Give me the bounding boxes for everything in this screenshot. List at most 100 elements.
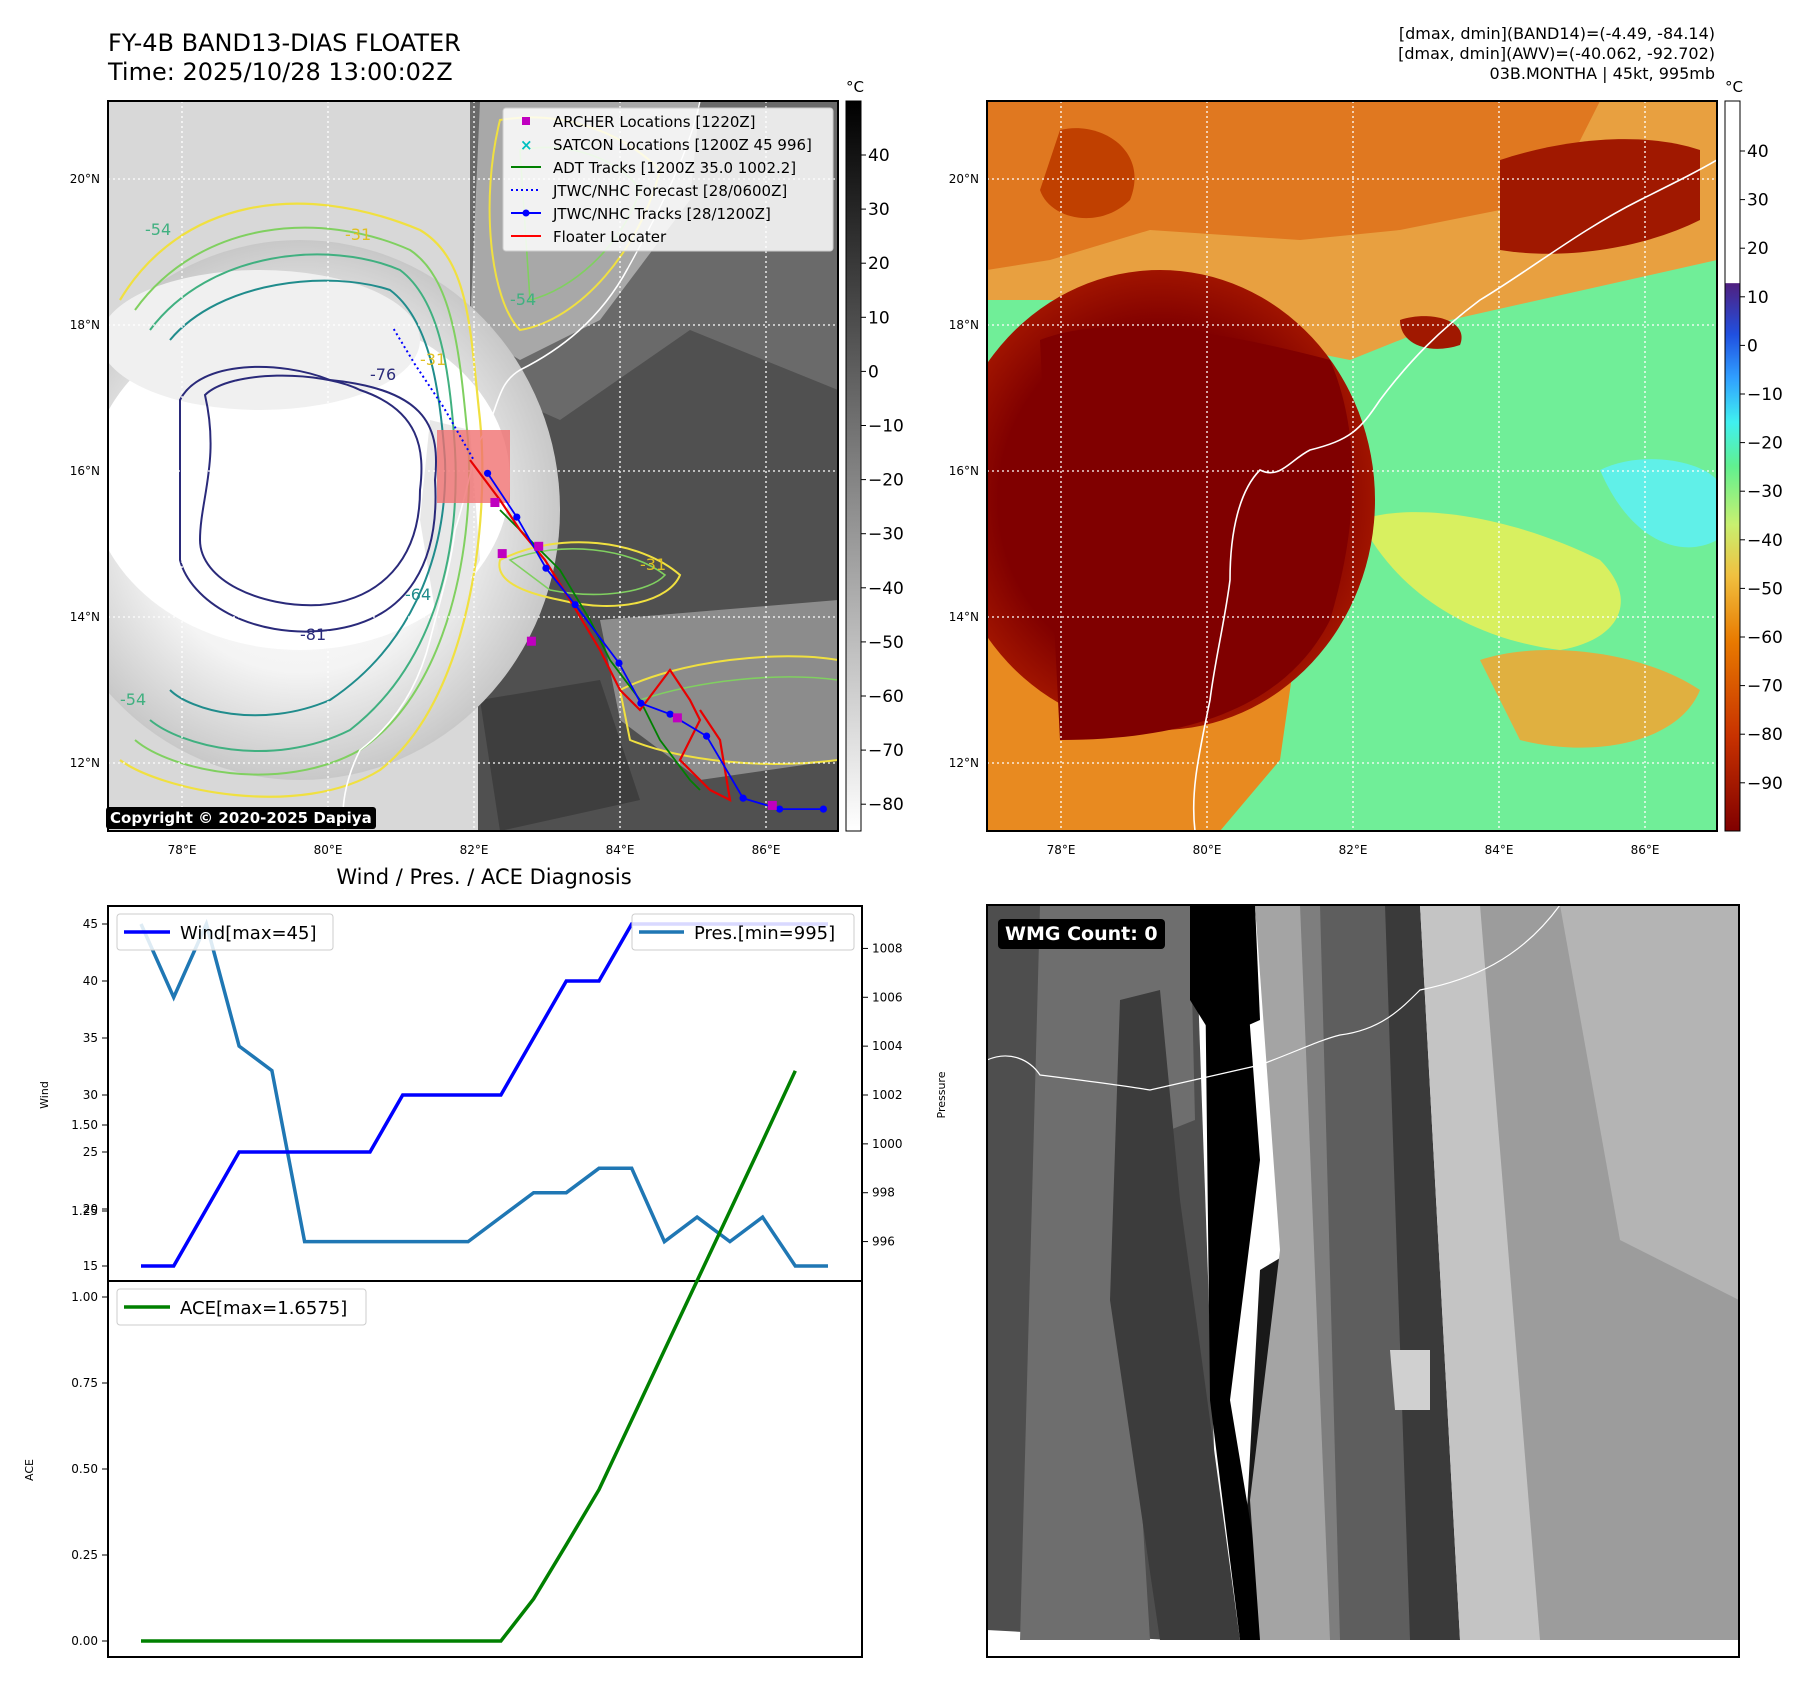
colorbar-tick-label: −40 [868,579,904,599]
ace-tick-label: 0.00 [71,1634,98,1648]
contour-label: -54 [145,220,171,239]
colorbar-tick-label: −80 [868,795,904,815]
colorbar-tick-label: 10 [1747,288,1769,308]
legend-label: ARCHER Locations [1220Z] [553,113,756,131]
legend-marker [522,117,530,125]
colorbar-tick-label: 40 [1747,142,1769,162]
legend-label: JTWC/NHC Tracks [28/1200Z] [552,205,771,223]
pressure-tick-label: 1008 [872,941,903,955]
archer-point [526,636,536,646]
ir-map-panel: -31 -31 -31 -54 -54 -54 -64 -76 -81 ARCH… [70,78,904,857]
ir-colorbar: °C 40 30 20 10 0 −10 −20 −30 −40 −50 −60 −70 −80 [845,78,904,832]
colorbar-tick-label: −70 [868,741,904,761]
jtwc-track-point [776,805,784,813]
lon-tick-label: 86°E [1631,843,1660,857]
colorbar-tick-label: −30 [1747,482,1783,502]
ace-tick-label: 0.25 [71,1548,98,1562]
lat-tick-label: 16°N [949,464,979,478]
wind-legend: Wind[max=45] [116,913,334,951]
lon-tick-label: 80°E [314,843,343,857]
archer-point [490,498,500,507]
colorbar-tick-label: −10 [1747,385,1783,405]
pressure-tick-label: 1004 [872,1039,903,1053]
legend-label: Wind[max=45] [180,923,317,944]
wind-tick-label: 20 [83,1202,98,1216]
wind-tick-label: 15 [83,1259,98,1273]
lon-tick-label: 78°E [1047,843,1076,857]
lat-tick-label: 12°N [949,756,979,770]
colorbar-tick-label: −50 [1747,579,1783,599]
lon-tick-label: 80°E [1193,843,1222,857]
title-line2: Time: 2025/10/28 13:00:02Z [107,58,453,86]
archer-points [490,498,777,810]
colorbar-unit: °C [846,78,864,96]
pressure-axis-label: Pressure [935,1071,948,1118]
colorbar-tick-label: −50 [868,633,904,653]
wind-axis-label: Wind [38,1081,51,1109]
lon-tick-label: 82°E [1339,843,1368,857]
contour-label: -31 [420,350,446,369]
lon-tick-label: 82°E [460,843,489,857]
archer-point [497,549,507,559]
colorbar-tick-label: 10 [868,308,890,328]
wind-tick-label: 45 [83,917,98,931]
wind-tick-label: 25 [83,1145,98,1159]
pressure-tick-label: 998 [872,1186,895,1200]
legend-marker: × [520,136,533,154]
colorbar-tick-label: −70 [1747,677,1783,697]
colorbar-tick-label: 0 [868,362,879,382]
colorbar-tick-label: −40 [1747,531,1783,551]
legend-marker [522,209,530,217]
pressure-tick-label: 996 [872,1235,895,1249]
colorbar-unit: °C [1725,78,1743,96]
colorbar-tick-label: 20 [1747,239,1769,259]
lon-tick-label: 84°E [606,843,635,857]
legend-label: ACE[max=1.6575] [180,1298,347,1319]
chart-title: Wind / Pres. / ACE Diagnosis [336,865,631,889]
jtwc-track-point [637,699,645,707]
jtwc-track-point [739,794,747,802]
wind-pressure-chart: 15 20 25 30 35 40 45 996 998 1000 1002 1004 1006 100… [38,905,948,1282]
lon-tick-label: 86°E [752,843,781,857]
colorbar-tick-label: −20 [868,471,904,491]
colorbar-tick-label: −80 [1747,725,1783,745]
info-line2: [dmax, dmin](AWV)=(-40.062, -92.702) [1398,44,1715,63]
jtwc-track-point [484,469,492,477]
wind-tick-label: 30 [83,1088,98,1102]
archer-point [767,800,777,810]
jtwc-track-point [666,710,674,718]
contour-label: -31 [640,555,666,574]
contour-label: -54 [510,290,536,309]
ir-map-legend: ARCHER Locations [1220Z] × SATCON Locati… [502,107,834,252]
colorbar-tick-label: 30 [1747,191,1769,211]
ace-tick-label: 1.50 [71,1118,98,1132]
ace-series-line [141,1070,797,1643]
jtwc-track-points [484,469,828,813]
legend-label: ADT Tracks [1200Z 35.0 1002.2] [553,159,796,177]
jtwc-track-point [542,564,550,572]
lon-tick-label: 84°E [1485,843,1514,857]
ace-tick-label: 0.50 [71,1462,98,1476]
wmg-panel [986,904,1740,1658]
legend-label: Floater Locater [553,228,667,246]
lat-tick-label: 14°N [949,610,979,624]
colorbar-tick-label: 40 [868,146,890,166]
ace-tick-label: 1.00 [71,1290,98,1304]
lon-tick-label: 78°E [168,843,197,857]
pressure-legend: Pres.[min=995] [631,913,855,951]
legend-label: JTWC/NHC Forecast [28/0600Z] [552,182,787,200]
legend-label: Pres.[min=995] [694,923,835,944]
ace-axis-label: ACE [23,1459,36,1481]
ace-tick-label: 1.25 [71,1204,98,1218]
ace-chart: 0.00 0.25 0.50 0.75 1.00 1.25 1.50 ACE ACE[max… [23,1070,863,1658]
lat-tick-label: 16°N [70,464,100,478]
jtwc-track-point [703,732,711,740]
jtwc-forecast-track [391,326,474,460]
colorbar-tick-label: 30 [868,200,890,220]
pressure-tick-label: 1006 [872,990,903,1004]
contour-label: -31 [345,225,371,244]
colorbar-tick-label: −60 [1747,628,1783,648]
title-line1: FY-4B BAND13-DIAS FLOATER [108,29,461,57]
wmg-count-badge: WMG Count: 0 [998,919,1165,949]
